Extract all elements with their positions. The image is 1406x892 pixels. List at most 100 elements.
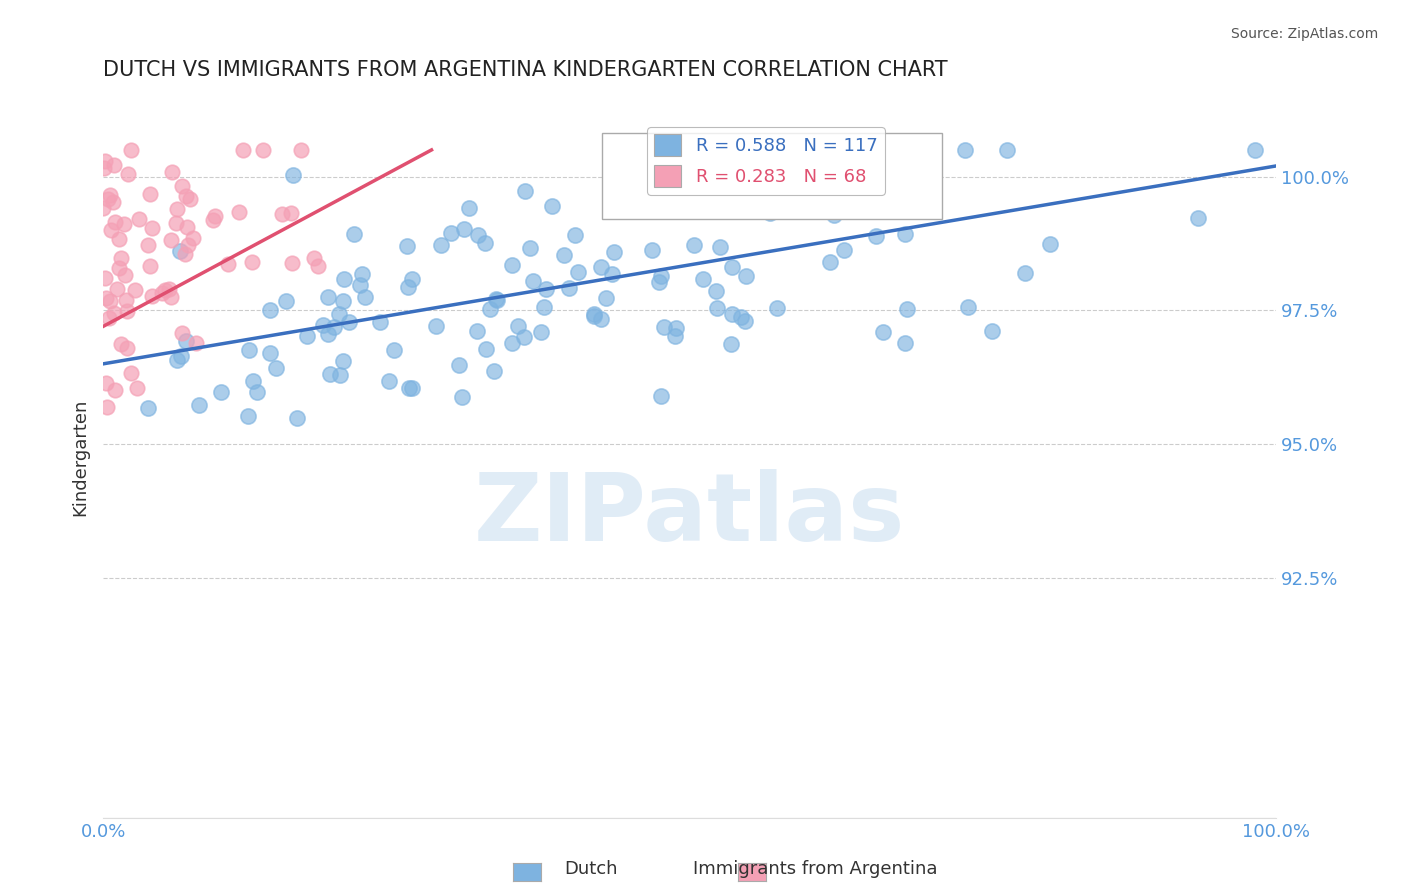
Point: [894, 227, 917, 241]
Point: [157, 282, 180, 296]
Point: [259, 302, 281, 317]
Point: [735, 268, 758, 283]
Point: [766, 301, 789, 315]
Point: [995, 143, 1018, 157]
Point: [343, 227, 366, 242]
Point: [259, 346, 281, 360]
Point: [170, 349, 193, 363]
Point: [558, 281, 581, 295]
Point: [112, 217, 135, 231]
Point: [337, 315, 360, 329]
Legend: R = 0.588   N = 117, R = 0.283   N = 68: R = 0.588 N = 117, R = 0.283 N = 68: [647, 128, 884, 194]
Point: [832, 243, 855, 257]
Point: [553, 247, 575, 261]
Point: [114, 293, 136, 307]
Point: [312, 318, 335, 333]
Point: [401, 381, 423, 395]
Point: [174, 334, 197, 349]
Point: [103, 306, 125, 320]
Point: [665, 320, 688, 334]
Point: [162, 164, 184, 178]
Point: [98, 311, 121, 326]
Point: [479, 302, 502, 317]
Point: [281, 169, 304, 183]
Point: [449, 358, 471, 372]
Point: [980, 324, 1002, 338]
Point: [94, 291, 117, 305]
Point: [187, 398, 209, 412]
Point: [401, 272, 423, 286]
Point: [395, 239, 418, 253]
Point: [136, 238, 159, 252]
Point: [285, 411, 308, 425]
Point: [297, 328, 319, 343]
Point: [228, 204, 250, 219]
Point: [290, 143, 312, 157]
Point: [114, 268, 136, 282]
Point: [246, 384, 269, 399]
Point: [425, 319, 447, 334]
Point: [252, 143, 274, 157]
Point: [894, 335, 917, 350]
Point: [1187, 211, 1209, 225]
Point: [328, 307, 350, 321]
Point: [474, 236, 496, 251]
Text: ZIPatlas: ZIPatlas: [474, 469, 905, 561]
Point: [107, 261, 129, 276]
Point: [591, 312, 613, 326]
Point: [872, 325, 894, 339]
Point: [650, 268, 672, 283]
Point: [501, 336, 523, 351]
Point: [955, 143, 977, 157]
Point: [120, 366, 142, 380]
Point: [349, 278, 371, 293]
Point: [169, 244, 191, 259]
Point: [202, 213, 225, 227]
Point: [354, 290, 377, 304]
Text: Immigrants from Argentina: Immigrants from Argentina: [693, 860, 938, 878]
Point: [734, 314, 756, 328]
Point: [302, 251, 325, 265]
Point: [530, 325, 553, 339]
Point: [238, 343, 260, 357]
Point: [398, 381, 420, 395]
Point: [706, 301, 728, 316]
Point: [467, 227, 489, 242]
Point: [104, 214, 127, 228]
Point: [232, 143, 254, 157]
Point: [377, 374, 399, 388]
Point: [141, 221, 163, 235]
Point: [176, 220, 198, 235]
Point: [124, 283, 146, 297]
Point: [166, 353, 188, 368]
Point: [803, 159, 825, 173]
Point: [240, 255, 263, 269]
Point: [567, 265, 589, 279]
Point: [120, 143, 142, 157]
Point: [1014, 266, 1036, 280]
Point: [91, 202, 114, 216]
Point: [450, 390, 472, 404]
Point: [319, 367, 342, 381]
Point: [329, 368, 352, 382]
Point: [482, 364, 505, 378]
Point: [332, 294, 354, 309]
Point: [332, 354, 354, 368]
Point: [652, 320, 675, 334]
Point: [664, 329, 686, 343]
Point: [117, 167, 139, 181]
Point: [865, 228, 887, 243]
Point: [323, 319, 346, 334]
Text: Source: ZipAtlas.com: Source: ZipAtlas.com: [1230, 27, 1378, 41]
Point: [94, 270, 117, 285]
Point: [281, 256, 304, 270]
Point: [125, 381, 148, 395]
Point: [93, 161, 115, 176]
Point: [274, 293, 297, 308]
Point: [179, 192, 201, 206]
Point: [382, 343, 405, 357]
Point: [172, 178, 194, 193]
Point: [692, 272, 714, 286]
Point: [453, 221, 475, 235]
Point: [721, 307, 744, 321]
